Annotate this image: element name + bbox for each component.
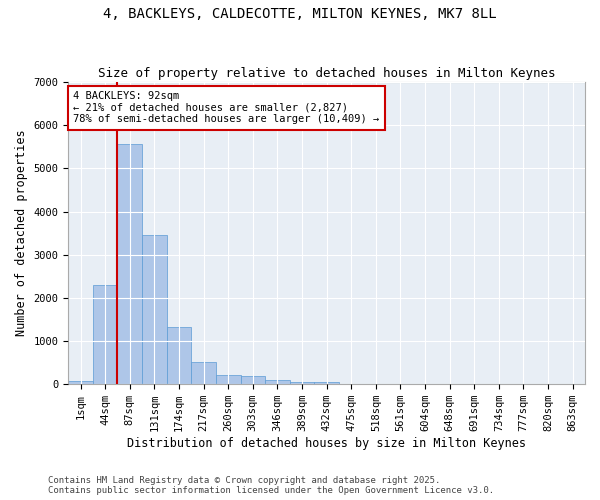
X-axis label: Distribution of detached houses by size in Milton Keynes: Distribution of detached houses by size … [127,437,526,450]
Bar [167,327,191,384]
Bar [142,236,167,384]
Text: 4, BACKLEYS, CALDECOTTE, MILTON KEYNES, MK7 8LL: 4, BACKLEYS, CALDECOTTE, MILTON KEYNES, … [103,8,497,22]
Bar [265,380,290,384]
Bar [290,382,314,384]
Bar [68,381,93,384]
Text: 4 BACKLEYS: 92sqm
← 21% of detached houses are smaller (2,827)
78% of semi-detac: 4 BACKLEYS: 92sqm ← 21% of detached hous… [73,91,380,124]
Bar [191,362,216,384]
Bar [314,382,339,384]
Bar [118,144,142,384]
Bar [216,375,241,384]
Bar [241,376,265,384]
Y-axis label: Number of detached properties: Number of detached properties [15,130,28,336]
Text: Contains HM Land Registry data © Crown copyright and database right 2025.
Contai: Contains HM Land Registry data © Crown c… [48,476,494,495]
Bar [93,285,118,384]
Title: Size of property relative to detached houses in Milton Keynes: Size of property relative to detached ho… [98,66,556,80]
